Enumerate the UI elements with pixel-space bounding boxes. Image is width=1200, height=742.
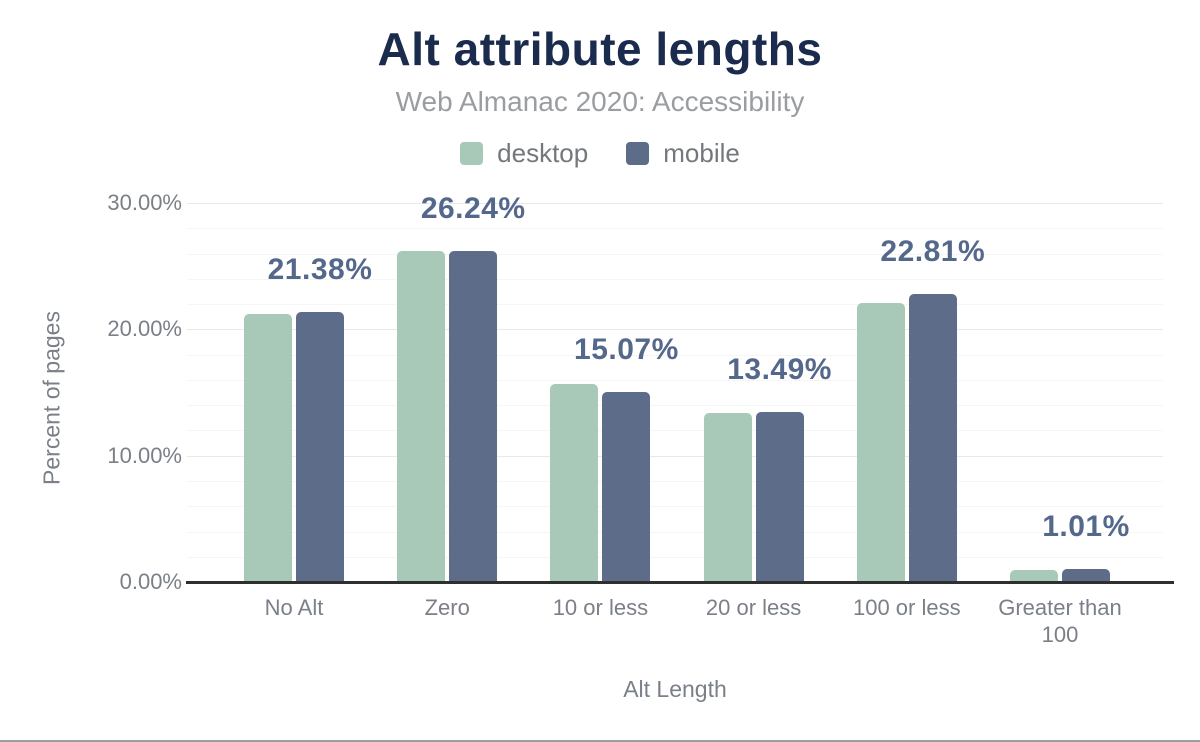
bar-desktop-no-alt[interactable] bbox=[244, 313, 292, 584]
data-label: 13.49% bbox=[727, 352, 832, 386]
minor-gridline bbox=[187, 278, 1163, 280]
minor-gridline bbox=[187, 556, 1163, 558]
bar-desktop-100-or-less[interactable] bbox=[856, 302, 905, 584]
bar-mobile-20-or-less[interactable] bbox=[755, 411, 804, 584]
major-gridline bbox=[187, 329, 1163, 331]
legend: desktop mobile bbox=[0, 138, 1200, 168]
data-label: 21.38% bbox=[267, 252, 373, 286]
minor-gridline bbox=[187, 253, 1163, 255]
minor-gridline bbox=[187, 228, 1163, 230]
data-label: 15.07% bbox=[574, 332, 679, 366]
minor-gridline bbox=[187, 379, 1163, 381]
x-axis-title: Alt Length bbox=[623, 676, 727, 702]
data-label: 1.01% bbox=[1042, 510, 1130, 544]
y-tick-label: 30.00% bbox=[107, 190, 182, 215]
bar-mobile-10-or-less[interactable] bbox=[602, 391, 651, 584]
minor-gridline bbox=[187, 405, 1163, 407]
x-tick-label: 100 or less bbox=[852, 595, 961, 620]
legend-item-mobile[interactable]: mobile bbox=[626, 138, 740, 169]
minor-gridline bbox=[187, 304, 1163, 306]
minor-gridline bbox=[187, 480, 1163, 482]
legend-label: mobile bbox=[663, 137, 740, 168]
bottom-border bbox=[0, 740, 1200, 742]
bar-mobile-greater-than-100[interactable] bbox=[1062, 569, 1110, 584]
x-tick-label: 20 or less bbox=[705, 595, 802, 620]
y-axis-title-text: Percent of pages bbox=[38, 311, 65, 485]
bar-mobile-no-alt[interactable] bbox=[296, 311, 344, 584]
major-gridline bbox=[187, 203, 1163, 204]
y-tick-label: 0.00% bbox=[119, 569, 182, 594]
chart-title: Alt attribute lengths bbox=[377, 23, 823, 75]
legend-label: desktop bbox=[497, 137, 589, 168]
bar-desktop-10-or-less[interactable] bbox=[550, 383, 599, 584]
minor-gridline bbox=[187, 506, 1163, 508]
data-label: 22.81% bbox=[880, 234, 986, 268]
chart-subtitle: Web Almanac 2020: Accessibility bbox=[395, 86, 805, 117]
major-gridline bbox=[187, 455, 1163, 457]
x-tick-label: Zero bbox=[424, 595, 470, 620]
x-tick-label: 10 or less bbox=[552, 595, 649, 620]
minor-gridline bbox=[187, 354, 1163, 356]
bar-mobile-zero[interactable] bbox=[449, 250, 498, 584]
bar-mobile-100-or-less[interactable] bbox=[908, 293, 957, 584]
x-tick-label: Greater than 100 bbox=[998, 595, 1122, 647]
x-axis-line bbox=[186, 581, 1174, 584]
bar-desktop-20-or-less[interactable] bbox=[703, 412, 752, 584]
legend-swatch-icon bbox=[626, 141, 650, 165]
bar-desktop-zero[interactable] bbox=[397, 251, 446, 584]
minor-gridline bbox=[187, 531, 1163, 533]
y-tick-label: 20.00% bbox=[107, 316, 182, 342]
minor-gridline bbox=[187, 430, 1163, 432]
y-tick-label: 10.00% bbox=[107, 442, 182, 468]
legend-swatch-icon bbox=[460, 141, 484, 165]
x-tick-label: No Alt bbox=[264, 595, 324, 620]
data-label: 26.24% bbox=[420, 191, 526, 225]
legend-item-desktop[interactable]: desktop bbox=[460, 138, 588, 169]
bar-desktop-greater-than-100[interactable] bbox=[1010, 570, 1058, 584]
